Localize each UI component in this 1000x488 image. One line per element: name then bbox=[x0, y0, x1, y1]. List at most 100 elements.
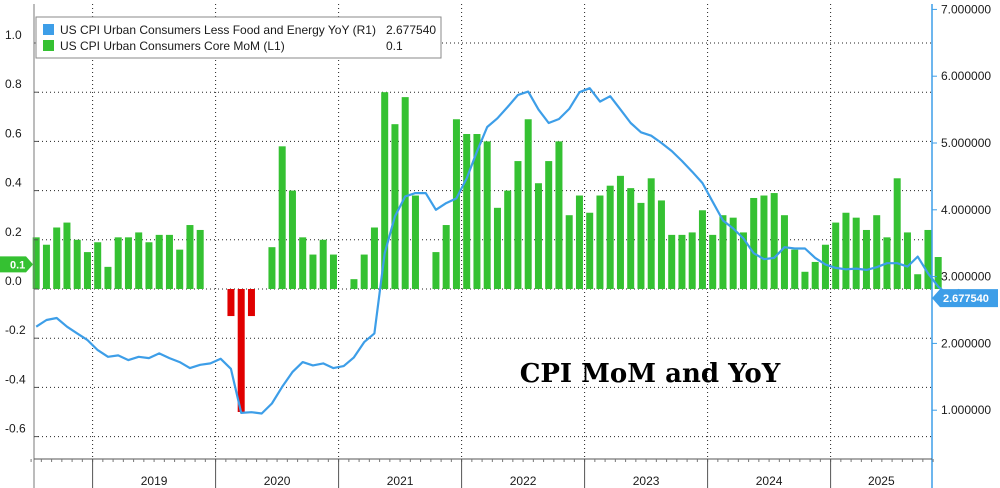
x-tick-label: 2020 bbox=[264, 474, 291, 488]
bar bbox=[73, 239, 81, 289]
legend: US CPI Urban Consumers Less Food and Ene… bbox=[35, 16, 442, 59]
legend-label-yoy: US CPI Urban Consumers Less Food and Ene… bbox=[60, 23, 376, 37]
bar bbox=[268, 247, 276, 289]
bar bbox=[514, 161, 522, 289]
bar bbox=[452, 119, 460, 289]
bar bbox=[114, 237, 122, 289]
bar bbox=[165, 234, 173, 289]
bar bbox=[637, 202, 645, 289]
bar bbox=[504, 190, 512, 289]
x-tick-label: 2021 bbox=[387, 474, 414, 488]
bar bbox=[893, 178, 901, 289]
left-tick-label: -0.4 bbox=[5, 372, 26, 386]
legend-swatch-yoy bbox=[43, 24, 54, 35]
bar bbox=[155, 234, 163, 289]
left-badge-text: 0.1 bbox=[10, 259, 25, 271]
x-axis-ticks: 2019 2020 2021 2022 2023 2024 2025 bbox=[30, 459, 934, 488]
right-tick-label: 5.000000 bbox=[941, 136, 991, 150]
left-tick-label: 0.0 bbox=[5, 274, 22, 288]
bar bbox=[668, 234, 676, 289]
bar bbox=[186, 225, 194, 289]
left-tick-label: 0.8 bbox=[5, 77, 22, 91]
bar bbox=[914, 274, 922, 289]
bar bbox=[606, 185, 614, 289]
bar bbox=[709, 234, 717, 289]
bar bbox=[657, 200, 665, 289]
bar bbox=[247, 289, 255, 317]
right-tick-label: 7.000000 bbox=[941, 2, 991, 16]
legend-value-mom: 0.1 bbox=[386, 39, 403, 53]
bar bbox=[575, 195, 583, 289]
x-tick-label: 2024 bbox=[756, 474, 783, 488]
bar bbox=[534, 183, 542, 289]
bar bbox=[852, 217, 860, 289]
bar bbox=[237, 289, 245, 412]
bar bbox=[227, 289, 235, 317]
bar bbox=[53, 227, 61, 289]
yoy-line bbox=[35, 87, 970, 415]
bar bbox=[524, 119, 532, 289]
left-tick-label: 0.2 bbox=[5, 225, 22, 239]
legend-swatch-mom bbox=[43, 40, 54, 51]
bar bbox=[545, 161, 553, 289]
bar bbox=[924, 229, 932, 289]
left-tick-label: 0.6 bbox=[5, 126, 22, 140]
bar bbox=[739, 232, 747, 289]
x-tick-label: 2023 bbox=[633, 474, 660, 488]
bar bbox=[760, 195, 768, 289]
bar bbox=[698, 210, 706, 289]
left-tick-label: 1.0 bbox=[5, 28, 22, 42]
bar bbox=[381, 92, 389, 289]
bar bbox=[42, 244, 50, 289]
bar bbox=[934, 257, 942, 289]
bar bbox=[729, 217, 737, 289]
bar bbox=[555, 141, 563, 289]
bar bbox=[473, 134, 481, 289]
line-series-layer bbox=[35, 87, 970, 415]
bar bbox=[832, 222, 840, 289]
bar bbox=[596, 195, 604, 289]
bar bbox=[176, 249, 184, 289]
bar bbox=[442, 225, 450, 289]
bar bbox=[329, 254, 337, 289]
bar bbox=[862, 229, 870, 289]
legend-value-yoy: 2.677540 bbox=[386, 23, 436, 37]
right-tick-label: 4.000000 bbox=[941, 203, 991, 217]
bar bbox=[463, 134, 471, 289]
legend-box bbox=[35, 16, 442, 59]
bar bbox=[565, 215, 573, 289]
bar bbox=[299, 237, 307, 289]
bar bbox=[780, 215, 788, 289]
bar bbox=[678, 234, 686, 289]
right-tick-label: 2.000000 bbox=[941, 336, 991, 350]
left-tick-label: 0.4 bbox=[5, 176, 22, 190]
chart-annotation: CPI MoM and YoY bbox=[520, 359, 781, 389]
bar bbox=[647, 178, 655, 289]
bar bbox=[770, 193, 778, 289]
bar bbox=[104, 266, 112, 289]
left-axis-ticks: 1.0 0.8 0.6 0.4 0.2 0.0 -0.2 -0.4 -0.6 bbox=[5, 28, 38, 438]
bar bbox=[63, 222, 71, 289]
x-tick-label: 2025 bbox=[868, 474, 895, 488]
bar bbox=[493, 207, 501, 289]
bar bbox=[432, 252, 440, 289]
bar bbox=[719, 215, 727, 289]
right-tick-label: 1.000000 bbox=[941, 403, 991, 417]
bar bbox=[821, 244, 829, 289]
bar bbox=[688, 232, 696, 289]
bar bbox=[391, 124, 399, 290]
bar bbox=[401, 97, 409, 290]
right-tick-label: 6.000000 bbox=[941, 69, 991, 83]
legend-label-mom: US CPI Urban Consumers Core MoM (L1) bbox=[60, 39, 285, 53]
bar bbox=[319, 239, 327, 289]
bar bbox=[309, 254, 317, 289]
bar bbox=[842, 212, 850, 289]
bar bbox=[94, 242, 102, 289]
bar bbox=[627, 188, 635, 289]
bar bbox=[135, 232, 143, 289]
bar bbox=[873, 215, 881, 289]
bar bbox=[350, 279, 358, 289]
left-tick-label: -0.2 bbox=[5, 323, 26, 337]
bar bbox=[32, 237, 40, 289]
right-axis-ticks: 7.000000 6.000000 5.000000 4.000000 3.000000… bbox=[932, 2, 991, 417]
